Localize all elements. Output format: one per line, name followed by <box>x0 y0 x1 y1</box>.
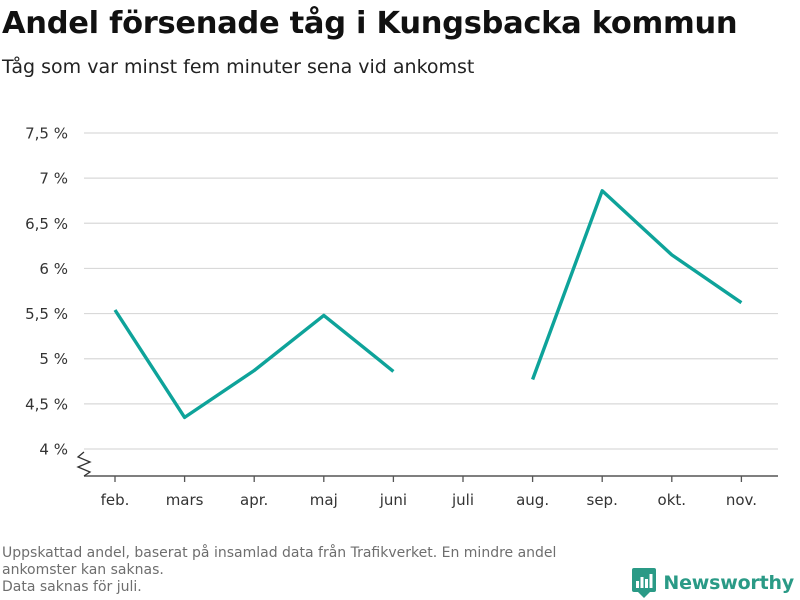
series-line-segment <box>531 189 743 381</box>
x-tick-label: okt. <box>658 491 687 509</box>
brand-logo: Newsworthy <box>632 568 794 598</box>
y-tick-label: 4 % <box>39 441 68 459</box>
series-line-segment <box>113 309 395 420</box>
y-tick-label: 6,5 % <box>25 215 68 233</box>
footnote-line-3: Data saknas för juli. <box>2 579 142 595</box>
y-axis-tick-labels: 4 % 4,5 % 5 % 5,5 % 6 % 6,5 % 7 % 7,5 % <box>25 125 68 459</box>
x-axis-tick-labels: feb. mars apr. maj juni juli aug. sep. okt. nov. <box>101 491 757 509</box>
footnote: Uppskattad andel, baserat på insamlad da… <box>2 545 642 596</box>
brand-name: Newsworthy <box>663 572 794 594</box>
y-tick-label: 5,5 % <box>25 305 68 323</box>
footnote-line-2: ankomster kan saknas. <box>2 562 164 578</box>
x-tick-label: juni <box>379 491 407 509</box>
line-chart: 4 % 4,5 % 5 % 5,5 % 6 % 6,5 % 7 % 7,5 % feb. mar… <box>25 125 778 509</box>
y-tick-label: 4,5 % <box>25 395 68 413</box>
x-axis <box>76 451 778 477</box>
y-tick-label: 7,5 % <box>25 125 68 143</box>
x-tick-label: sep. <box>587 491 618 509</box>
footnote-line-1: Uppskattad andel, baserat på insamlad da… <box>2 545 557 561</box>
x-tick-label: mars <box>166 491 204 509</box>
y-tick-label: 7 % <box>39 170 68 188</box>
x-tick-label: aug. <box>516 491 549 509</box>
x-tick-label: feb. <box>101 491 130 509</box>
x-axis-ticks <box>114 476 743 482</box>
x-tick-label: apr. <box>240 491 268 509</box>
y-tick-label: 6 % <box>39 260 68 278</box>
x-tick-label: maj <box>310 491 338 509</box>
newsworthy-logo-icon <box>632 568 657 598</box>
gridlines <box>84 132 778 450</box>
series-lines <box>113 189 743 420</box>
x-tick-label: nov. <box>726 491 757 509</box>
y-tick-label: 5 % <box>39 350 68 368</box>
chart-title: Andel försenade tåg i Kungsbacka kommun <box>2 6 738 41</box>
x-tick-label: juli <box>451 491 474 509</box>
chart-subtitle: Tåg som var minst fem minuter sena vid a… <box>2 56 475 78</box>
axis-break-icon <box>76 451 92 477</box>
